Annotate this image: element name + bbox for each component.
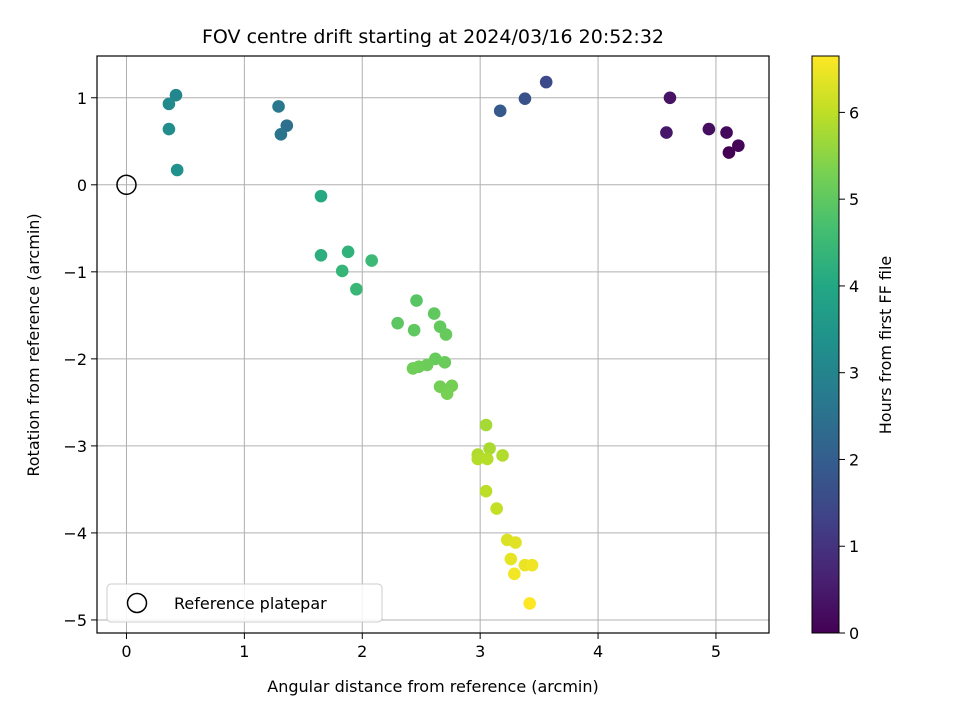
colorbar-tick-label: 2 (849, 450, 859, 469)
reference-point (116, 174, 137, 196)
colorbar-tick-label: 4 (849, 277, 859, 296)
reference-marker (116, 174, 137, 196)
scatter-point (483, 442, 496, 455)
plot-background (97, 56, 769, 633)
colorbar-label: Hours from first FF file (876, 256, 895, 435)
scatter-point (410, 294, 423, 307)
scatter-point (539, 75, 553, 89)
plot-frame (96, 55, 770, 634)
chart-title: FOV centre drift starting at 2024/03/16 … (202, 26, 664, 48)
scatter-point (471, 452, 485, 466)
colorbar-tick-label: 6 (849, 103, 859, 122)
scatter-point (427, 307, 441, 320)
colorbar-tick-label: 5 (849, 190, 859, 209)
x-axis: 0 1 2 3 4 5 (121, 633, 721, 661)
scatter-point (335, 264, 349, 278)
scatter-point (479, 418, 493, 432)
scatter-point (438, 356, 452, 369)
x-axis-label: Angular distance from reference (arcmin) (267, 677, 598, 696)
scatter-point (162, 122, 176, 136)
scatter-point (170, 163, 184, 177)
x-tick-label: 4 (593, 642, 603, 661)
scatter-point (314, 189, 328, 203)
colorbar: 0 1 2 3 4 5 6 Hours from first FF file (811, 55, 895, 643)
scatter-point (341, 245, 355, 259)
scatter-point (274, 128, 288, 141)
scatter-point (720, 126, 733, 139)
scatter-point (523, 597, 536, 610)
y-tick-label: −4 (63, 524, 87, 543)
scatter-point (162, 97, 176, 111)
scatter-point (314, 248, 328, 262)
y-tick-label: −1 (63, 263, 87, 282)
scatter-point (493, 104, 507, 118)
colorbar-tick-label: 3 (849, 364, 859, 383)
scatter-point (518, 92, 532, 105)
y-axis-label: Rotation from reference (arcmin) (24, 213, 43, 476)
y-tick-label: 1 (77, 89, 87, 108)
x-tick-label: 3 (475, 642, 485, 661)
legend: Reference platepar (106, 583, 383, 623)
colorbar-gradient (811, 55, 840, 634)
x-tick-label: 0 (121, 642, 131, 661)
x-tick-label: 2 (357, 642, 367, 661)
colorbar-ticks: 0 1 2 3 4 5 6 (839, 103, 859, 643)
scatter-point (479, 484, 493, 498)
legend-marker-reference (126, 592, 148, 614)
scatter-point (391, 316, 404, 330)
legend-box (106, 583, 383, 623)
scatter-point (406, 362, 420, 375)
scatter-point (504, 552, 518, 566)
scatter-point (169, 88, 183, 102)
scatter-point (663, 91, 677, 105)
legend-label-reference: Reference platepar (174, 594, 327, 613)
scatter-point (272, 100, 285, 113)
scatter-point (439, 328, 453, 341)
y-tick-label: −5 (63, 611, 87, 630)
scatter-point (350, 282, 363, 296)
scatter-point (365, 254, 378, 267)
y-tick-label: −2 (63, 350, 87, 369)
y-axis: 1 0 −1 −2 −3 −4 −5 (63, 89, 97, 630)
scatter-point (509, 536, 522, 549)
colorbar-tick-label: 0 (849, 624, 859, 643)
scatter-point (440, 387, 454, 400)
scatter-point (525, 558, 539, 572)
x-tick-label: 5 (711, 642, 721, 661)
scatter-point (490, 502, 503, 515)
scatter-point (732, 139, 745, 152)
y-tick-label: 0 (77, 176, 87, 195)
scatter-point (480, 452, 494, 466)
scatter-point (722, 146, 736, 159)
scatter-point (702, 122, 716, 136)
x-tick-label: 1 (239, 642, 249, 661)
y-tick-label: −3 (63, 437, 87, 456)
colorbar-tick-label: 1 (849, 537, 859, 556)
scatter-point (508, 567, 521, 581)
scatter-point (496, 449, 509, 462)
scatter-points (162, 75, 745, 610)
grid (97, 56, 769, 633)
scatter-point (407, 323, 421, 337)
scatter-point (660, 126, 673, 139)
